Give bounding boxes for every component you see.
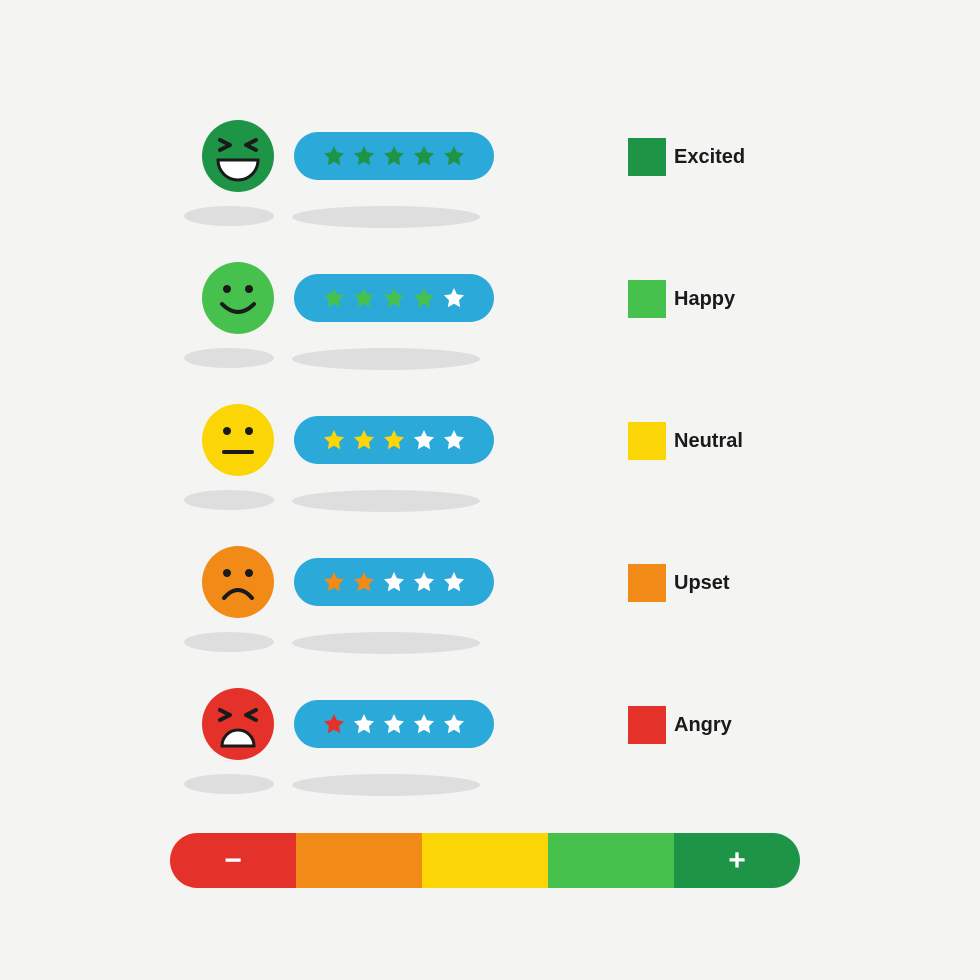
legend-item-excited: Excited [628,138,745,176]
plus-icon: + [728,846,746,876]
legend-item-neutral: Neutral [628,422,743,460]
legend-label: Upset [674,572,730,595]
legend-label: Neutral [674,430,743,453]
star-icon [412,712,436,736]
pill-shadow [292,348,480,370]
emoji-shadow [184,348,274,368]
emoji-shadow [184,206,274,226]
star-icon [382,428,406,452]
star-icon [412,428,436,452]
smile-emoji-icon [202,262,274,334]
mood-scale-bar: −+ [170,833,800,888]
star-icon [352,286,376,310]
star-icon [412,144,436,168]
legend-swatch [628,138,666,176]
star-icon [442,286,466,310]
star-icon [442,570,466,594]
star-icon [382,712,406,736]
laugh-emoji-icon [202,120,274,192]
legend-label: Excited [674,146,745,169]
rating-row-neutral [202,404,494,476]
legend-swatch [628,280,666,318]
scale-segment-3 [548,833,674,888]
pill-shadow [292,206,480,228]
minus-icon: − [224,846,242,876]
star-icon [322,286,346,310]
rating-infographic: ExcitedHappyNeutralUpsetAngry−+ [0,0,980,980]
star-icon [442,712,466,736]
legend-label: Happy [674,288,735,311]
rating-row-happy [202,262,494,334]
pill-shadow [292,774,480,796]
legend-swatch [628,422,666,460]
star-icon [352,712,376,736]
star-pill [294,132,494,180]
pill-shadow [292,490,480,512]
legend-item-happy: Happy [628,280,735,318]
legend-item-upset: Upset [628,564,730,602]
rating-row-upset [202,546,494,618]
scale-segment-4: + [674,833,800,888]
star-pill [294,274,494,322]
frown-emoji-icon [202,546,274,618]
emoji-shadow [184,490,274,510]
scale-segment-1 [296,833,422,888]
star-icon [382,570,406,594]
emoji-shadow [184,632,274,652]
scale-segment-2 [422,833,548,888]
legend-item-angry: Angry [628,706,732,744]
star-icon [322,570,346,594]
emoji-shadow [184,774,274,794]
angry-emoji-icon [202,688,274,760]
star-icon [382,286,406,310]
star-icon [352,428,376,452]
star-icon [382,144,406,168]
star-pill [294,700,494,748]
star-icon [352,570,376,594]
star-icon [322,428,346,452]
star-icon [352,144,376,168]
star-icon [442,144,466,168]
legend-label: Angry [674,714,732,737]
scale-segment-0: − [170,833,296,888]
star-pill [294,558,494,606]
legend-swatch [628,706,666,744]
rating-row-angry [202,688,494,760]
rating-row-excited [202,120,494,192]
pill-shadow [292,632,480,654]
star-icon [442,428,466,452]
star-icon [322,712,346,736]
star-icon [322,144,346,168]
star-icon [412,570,436,594]
star-icon [412,286,436,310]
star-pill [294,416,494,464]
neutral-emoji-icon [202,404,274,476]
legend-swatch [628,564,666,602]
